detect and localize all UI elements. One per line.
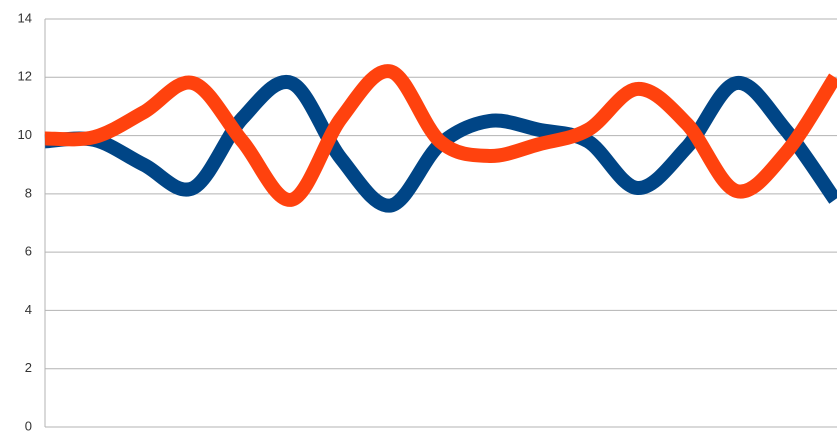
y-tick-label: 10 [18, 127, 32, 142]
y-tick-label: 2 [25, 360, 32, 375]
y-tick-label: 8 [25, 185, 32, 200]
y-tick-label: 14 [18, 10, 32, 25]
y-tick-label: 12 [18, 69, 32, 84]
y-tick-label: 0 [25, 418, 32, 431]
y-tick-label: 6 [25, 244, 32, 259]
y-tick-label: 4 [25, 302, 32, 317]
line-series [44, 64, 837, 207]
